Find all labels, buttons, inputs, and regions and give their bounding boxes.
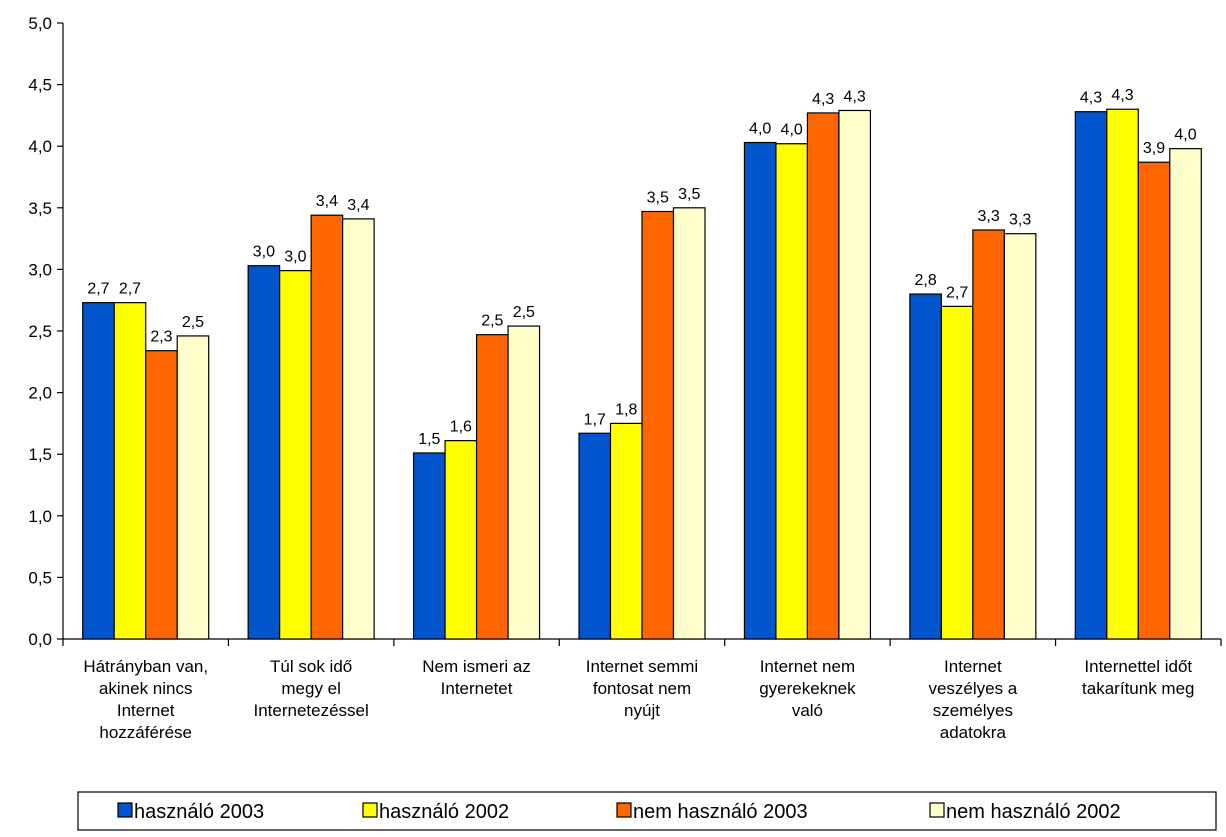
bar: [475, 334, 509, 640]
data-label: 3,3: [1009, 212, 1031, 229]
data-label: 4,0: [781, 122, 803, 139]
bar: [940, 305, 974, 640]
data-label: 3,5: [647, 189, 669, 206]
category-label: Internet nem gyerekeknek való: [759, 657, 856, 720]
y-tick-label: 1,0: [28, 507, 52, 526]
data-label: 3,0: [284, 249, 306, 266]
data-label: 3,9: [1143, 140, 1165, 157]
bar: [176, 335, 210, 640]
y-tick-label: 0,5: [28, 568, 52, 587]
data-label: 2,5: [182, 314, 204, 331]
data-label: 1,6: [450, 419, 472, 436]
y-tick-label: 3,0: [28, 260, 52, 279]
bar: [775, 143, 809, 640]
bar: [1003, 233, 1037, 640]
legend-swatch: [117, 802, 133, 818]
category-label: Internet veszélyes a személyes adatokra: [928, 657, 1017, 742]
bar: [279, 270, 312, 640]
y-tick-label: 5,0: [28, 14, 52, 33]
bar: [507, 325, 541, 640]
y-tick-label: 2,0: [28, 384, 52, 403]
bar: [743, 141, 777, 640]
y-tick-label: 1,5: [28, 445, 52, 464]
category-label: Hátrányban van, akinek nincs Internet hozzá…: [83, 657, 208, 742]
data-label: 2,5: [481, 313, 503, 330]
y-tick-label: 4,5: [28, 76, 52, 95]
data-label: 4,0: [1174, 127, 1196, 144]
data-label: 3,0: [253, 244, 275, 261]
data-label: 2,7: [946, 284, 968, 301]
legend-entry: használó 2002: [379, 801, 509, 823]
data-label: 2,3: [150, 329, 172, 346]
bar: [578, 432, 612, 640]
data-label: 1,5: [418, 431, 440, 448]
y-tick-label: 2,5: [28, 322, 52, 341]
category-label: Internettel időt takarítunk meg: [1082, 657, 1194, 698]
category-labels: Hátrányban van, akinek nincs Internet hozzá…: [83, 657, 1194, 742]
category-label: Internet semmi fontosat nem nyújt: [586, 657, 698, 720]
legend-swatch: [362, 802, 378, 818]
category-label: Túl sok idő megy el Internetezéssel: [253, 657, 368, 720]
bars: [82, 108, 1202, 640]
bar: [247, 265, 281, 640]
data-label: 2,7: [87, 281, 109, 298]
data-label: 4,3: [1111, 87, 1133, 104]
bar: [1074, 111, 1108, 640]
bar: [909, 293, 942, 640]
legend-entry: használó 2003: [134, 801, 264, 823]
data-label: 4,0: [749, 121, 771, 138]
bar: [609, 422, 643, 640]
bar: [145, 350, 178, 640]
data-label: 4,3: [812, 91, 834, 108]
bar: [972, 229, 1005, 640]
bar: [342, 218, 375, 640]
bar: [641, 210, 675, 640]
bar: [838, 109, 872, 640]
legend-swatch: [616, 802, 632, 818]
legend-box: [77, 791, 1217, 831]
data-label: 3,3: [977, 208, 999, 225]
data-label: 2,7: [119, 281, 141, 298]
data-label: 2,8: [914, 272, 936, 289]
data-label: 4,3: [844, 88, 866, 105]
legend: használó 2003 használó 2002 nem használó 2…: [77, 791, 1217, 831]
data-label: 3,4: [316, 193, 338, 210]
legend-entry: nem használó 2002: [946, 801, 1121, 823]
data-label: 3,5: [678, 186, 700, 203]
y-tick-label: 4,0: [28, 137, 52, 156]
data-label: 1,7: [584, 411, 606, 428]
bar: [412, 452, 446, 640]
legend-entry: nem használó 2003: [633, 801, 808, 823]
bar: [113, 302, 147, 640]
data-label: 1,8: [615, 401, 637, 418]
data-label: 2,5: [513, 304, 535, 321]
bar: [310, 214, 344, 640]
bar: [1169, 148, 1202, 640]
category-label: Nem ismeri az Internetet: [422, 657, 531, 698]
bar: [672, 207, 706, 640]
y-tick-label: 0,0: [28, 630, 52, 649]
y-tick-label: 3,5: [28, 199, 52, 218]
bar: [1106, 108, 1139, 640]
data-label: 4,3: [1080, 90, 1102, 107]
bar: [806, 112, 840, 640]
bar: [444, 440, 478, 640]
data-labels: 2,7 2,7 2,3 2,5 3,0 3,0 3,4 3,4 1,5 1,6 2,5 2,5 1,7 1…: [87, 87, 1196, 448]
bar: [1137, 161, 1171, 640]
legend-swatch: [929, 802, 945, 818]
bar: [82, 302, 115, 640]
data-label: 3,4: [347, 197, 369, 214]
